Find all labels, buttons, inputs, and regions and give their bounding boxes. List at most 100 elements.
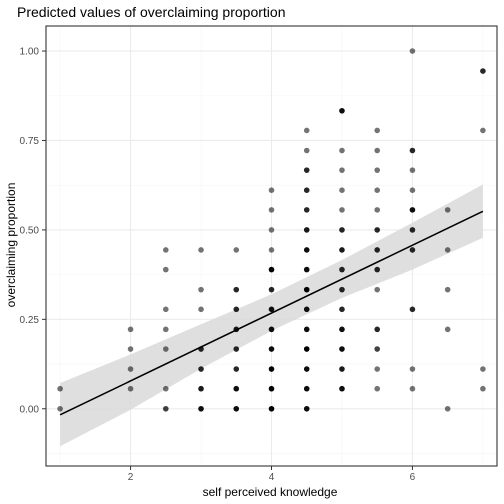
- data-point: [339, 306, 345, 313]
- data-point: [339, 366, 345, 372]
- data-point: [339, 147, 345, 154]
- data-point: [268, 385, 275, 392]
- data-point: [374, 326, 381, 333]
- data-point: [374, 147, 381, 154]
- y-tick-label: 0.25: [20, 315, 40, 326]
- data-point: [303, 326, 310, 333]
- data-point: [162, 326, 169, 333]
- data-point: [374, 247, 381, 253]
- data-point: [127, 366, 134, 372]
- data-point: [233, 405, 240, 412]
- data-point: [198, 306, 204, 313]
- data-point: [480, 127, 486, 134]
- y-tick-label: 1.00: [20, 47, 40, 58]
- data-point: [303, 405, 310, 412]
- data-point: [57, 385, 63, 392]
- data-point: [339, 286, 345, 293]
- data-point: [268, 405, 275, 412]
- data-point: [374, 207, 381, 213]
- data-point: [374, 167, 381, 173]
- data-point: [162, 385, 169, 392]
- data-point: [303, 167, 310, 173]
- data-point: [303, 127, 310, 134]
- x-axis-label: self perceived knowledge: [203, 485, 338, 499]
- data-point: [303, 147, 310, 154]
- data-point: [268, 306, 275, 313]
- data-point: [233, 247, 240, 253]
- data-point: [268, 366, 275, 372]
- data-point: [303, 286, 310, 293]
- data-point: [233, 286, 240, 293]
- x-tick-label: 2: [128, 472, 134, 483]
- data-point: [374, 266, 381, 273]
- y-tick-label: 0.75: [20, 136, 40, 147]
- data-point: [162, 346, 169, 352]
- data-point: [480, 366, 486, 372]
- data-point: [127, 385, 134, 392]
- data-point: [303, 346, 310, 352]
- x-tick-label: 4: [269, 472, 275, 483]
- data-point: [233, 366, 240, 372]
- data-point: [162, 266, 169, 273]
- data-point: [444, 207, 451, 213]
- data-point: [268, 286, 275, 293]
- data-points: [57, 48, 486, 412]
- data-point: [409, 48, 416, 54]
- data-point: [268, 227, 275, 233]
- data-point: [339, 167, 345, 173]
- data-point: [339, 227, 345, 233]
- data-point: [233, 346, 240, 352]
- data-point: [198, 247, 204, 253]
- data-point: [444, 405, 451, 412]
- data-point: [374, 286, 381, 293]
- data-point: [409, 207, 416, 213]
- data-point: [162, 405, 169, 412]
- data-point: [268, 326, 275, 333]
- data-point: [233, 385, 240, 392]
- data-point: [303, 266, 310, 273]
- data-point: [127, 326, 134, 333]
- data-point: [303, 306, 310, 313]
- x-tick-label: 6: [410, 472, 416, 483]
- data-point: [268, 207, 275, 213]
- data-point: [374, 346, 381, 352]
- data-point: [409, 227, 416, 233]
- data-point: [409, 147, 416, 154]
- data-point: [480, 68, 486, 74]
- data-point: [409, 385, 416, 392]
- data-point: [303, 385, 310, 392]
- data-point: [127, 346, 134, 352]
- data-point: [444, 247, 451, 253]
- data-point: [409, 187, 416, 193]
- data-point: [162, 247, 169, 253]
- data-point: [339, 346, 345, 352]
- data-point: [303, 247, 310, 253]
- data-point: [162, 306, 169, 313]
- data-point: [198, 286, 204, 293]
- data-point: [409, 167, 416, 173]
- data-point: [409, 366, 416, 372]
- data-point: [444, 326, 451, 333]
- data-point: [268, 346, 275, 352]
- data-point: [409, 306, 416, 313]
- data-point: [339, 266, 345, 273]
- data-point: [339, 247, 345, 253]
- data-point: [198, 385, 204, 392]
- data-point: [339, 107, 345, 114]
- data-point: [198, 405, 204, 412]
- data-point: [339, 187, 345, 193]
- data-point: [374, 187, 381, 193]
- data-point: [233, 306, 240, 313]
- data-point: [374, 227, 381, 233]
- data-point: [268, 247, 275, 253]
- data-point: [339, 207, 345, 213]
- data-point: [444, 286, 451, 293]
- data-point: [339, 385, 345, 392]
- y-axis-label: overclaiming proportion: [4, 183, 18, 308]
- axis-ticks: 2 4 6 0.00 0.25 0.50 0.75 1.00: [20, 47, 416, 483]
- data-point: [339, 326, 345, 333]
- regression-line: [59, 210, 484, 416]
- data-point: [57, 405, 63, 412]
- y-tick-label: 0.50: [20, 225, 40, 236]
